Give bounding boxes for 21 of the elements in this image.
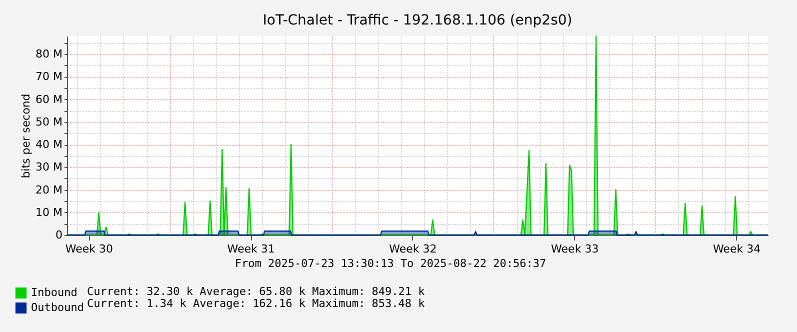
y-tick-label: 20 M	[36, 183, 62, 196]
y-tick-label: 30 M	[36, 160, 62, 174]
text: From 2025-07-23 13:30:13 To 2025-08-22 20:56:37	[234, 257, 546, 270]
x-tick-label: Week 30	[65, 242, 114, 256]
text: Current: 32.30 k Average: 65.80 k Maximum: 849.21 k	[87, 285, 426, 298]
y-tick-label: 50 M	[36, 115, 62, 128]
y-tick-label: 0	[56, 228, 62, 242]
legend-label: Inbound	[31, 286, 78, 299]
chart-title: IoT-Chalet - Traffic - 192.168.1.106 (enp2s0)	[262, 12, 572, 28]
x-tick-label: Week 33	[551, 242, 599, 256]
x-tick-label: Week 31	[227, 242, 275, 256]
x-tick-label: Week 32	[389, 242, 437, 256]
y-tick-label: 10 M	[36, 206, 62, 219]
y-tick-label: 60 M	[36, 92, 62, 106]
legend-label: Outbound	[31, 301, 84, 314]
text: Current: 1.34 k Average: 162.16 k Maximum: 853.48 k	[87, 297, 426, 310]
y-tick-label: 80 M	[36, 48, 62, 61]
y-axis-title: bits per second	[20, 94, 33, 178]
y-tick-label: 70 M	[36, 70, 62, 84]
y-tick-label: 40 M	[36, 138, 62, 152]
x-tick-label: Week 34	[712, 242, 761, 256]
